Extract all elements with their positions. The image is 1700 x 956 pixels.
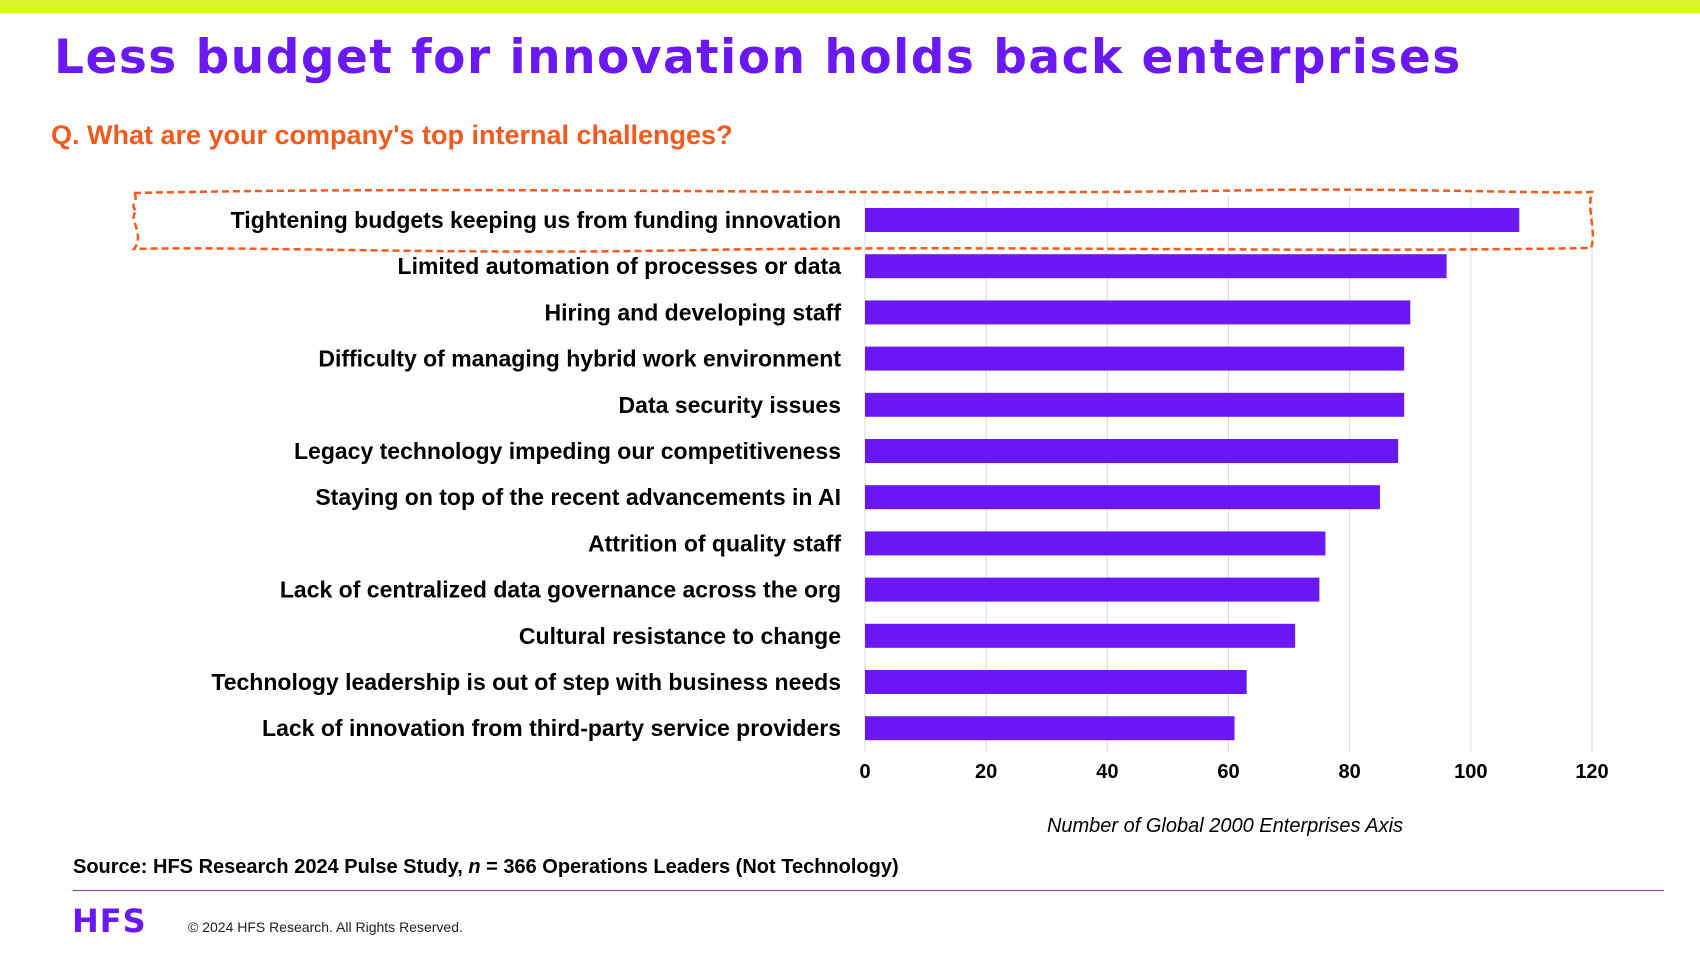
bar-4	[865, 392, 1405, 417]
bar-5	[865, 439, 1399, 463]
x-tick-label-3: 60	[1217, 761, 1239, 783]
category-label-8: Lack of centralized data governance acro…	[280, 577, 841, 603]
bars	[865, 208, 1520, 741]
category-label-0: Tightening budgets keeping us from fundi…	[231, 207, 841, 233]
gridlines	[864, 196, 1593, 752]
category-label-9: Cultural resistance to change	[519, 623, 841, 649]
bar-7	[865, 531, 1326, 556]
category-label-6: Staying on top of the recent advancement…	[315, 484, 841, 510]
highlight-outline	[131, 188, 1595, 253]
x-tick-label-0: 0	[859, 761, 870, 783]
category-label-2: Hiring and developing staff	[545, 299, 842, 325]
category-label-10: Technology leadership is out of step wit…	[211, 669, 841, 695]
category-label-1: Limited automation of processes or data	[398, 253, 842, 279]
category-labels: Tightening budgets keeping us from fundi…	[211, 207, 841, 741]
source-n: n	[468, 856, 481, 878]
x-tick-label-2: 40	[1096, 761, 1118, 783]
bar-6	[865, 485, 1380, 510]
x-tick-label-4: 80	[1339, 761, 1361, 783]
category-label-3: Difficulty of managing hybrid work envir…	[318, 346, 841, 372]
category-label-5: Legacy technology impeding our competiti…	[294, 438, 841, 464]
source-prefix: Source: HFS Research 2024 Pulse Study,	[73, 856, 469, 878]
source-suffix: = 366 Operations Leaders (Not Technology…	[480, 856, 899, 878]
footer-divider	[73, 890, 1664, 891]
category-label-7: Attrition of quality staff	[588, 530, 841, 556]
top-accent-bar	[0, 0, 1700, 13]
x-tick-label-1: 20	[975, 761, 997, 783]
hfs-logo: HFS	[72, 902, 147, 940]
x-tick-labels: 0 20 40 60 80 100 120	[859, 761, 1608, 783]
bar-9	[865, 623, 1296, 648]
x-tick-label-6: 120	[1575, 761, 1608, 783]
x-tick-label-5: 100	[1454, 761, 1487, 783]
x-axis-title: Number of Global 2000 Enterprises Axis	[1047, 815, 1403, 837]
bar-2	[865, 300, 1411, 325]
source-note: Source: HFS Research 2024 Pulse Study, n…	[73, 856, 899, 879]
bar-8	[865, 577, 1320, 602]
copyright-text: © 2024 HFS Research. All Rights Reserved…	[188, 919, 463, 935]
bar-0	[865, 208, 1520, 232]
bar-10	[865, 670, 1247, 694]
question-subtitle: Q. What are your company's top internal …	[51, 120, 733, 150]
bar-1	[865, 254, 1447, 279]
category-label-4: Data security issues	[619, 392, 841, 418]
bar-3	[865, 346, 1405, 371]
bar-chart: Tightening budgets keeping us from fundi…	[131, 188, 1609, 837]
bar-11	[865, 716, 1235, 741]
page-title: Less budget for innovation holds back en…	[54, 30, 1462, 85]
category-label-11: Lack of innovation from third-party serv…	[262, 715, 841, 741]
